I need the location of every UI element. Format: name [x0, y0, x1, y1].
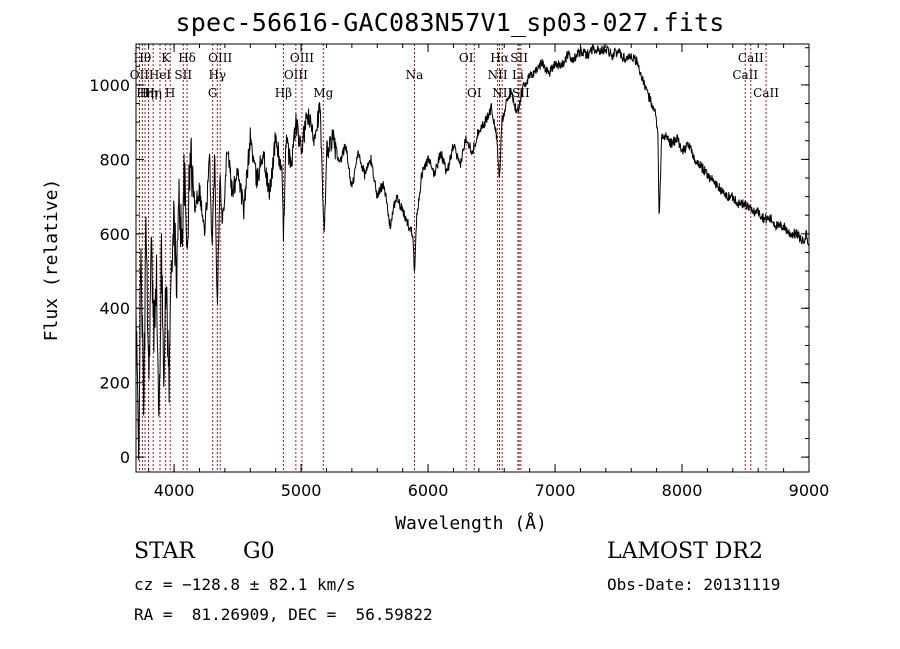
line-marker-label: SII — [174, 68, 192, 82]
y-tick-label: 200 — [99, 374, 130, 393]
line-marker-label: CaII — [732, 68, 758, 82]
line-marker-label: Hη — [144, 86, 162, 100]
line-marker-label: Hη — [136, 86, 154, 100]
line-marker-label: Li — [512, 68, 524, 82]
line-marker-label: OI — [467, 86, 482, 100]
line-marker-label: OIII — [284, 68, 308, 82]
line-marker-label: Na — [406, 68, 424, 82]
object-class: STAR — [134, 539, 195, 564]
line-marker-label: SII — [510, 51, 528, 65]
line-marker-label: Hθ — [133, 51, 151, 65]
line-marker-label: G — [208, 86, 218, 100]
line-marker-label: HeI — [149, 68, 172, 82]
y-tick-label: 800 — [99, 150, 130, 169]
x-tick-label: 8000 — [662, 481, 703, 500]
x-tick-label: 9000 — [789, 481, 830, 500]
spectrum-line — [135, 43, 810, 461]
line-marker-label: Hδ — [178, 51, 196, 65]
line-marker-label: K — [161, 51, 171, 65]
y-tick-label: 400 — [99, 299, 130, 318]
line-markers — [138, 44, 767, 472]
line-marker-label: Hβ — [275, 86, 292, 100]
x-tick-label: 7000 — [535, 481, 576, 500]
chart-title: spec-56616-GAC083N57V1_sp03-027.fits — [175, 8, 725, 37]
y-tick-label: 0 — [120, 448, 130, 467]
plot-frame — [135, 43, 810, 473]
line-marker-label: NII — [488, 68, 508, 82]
x-tick-label: 5000 — [281, 481, 322, 500]
line-marker-label: CaII — [738, 51, 764, 65]
line-marker-label: Hα — [490, 51, 509, 65]
y-tick-label: 1000 — [89, 76, 130, 95]
observation-date: Obs-Date: 20131119 — [607, 575, 781, 594]
x-axis-label: Wavelength (Å) — [395, 512, 547, 534]
line-marker-label: CaII — [753, 86, 779, 100]
line-marker-label: OI — [459, 51, 474, 65]
subclass: G0 — [243, 539, 275, 564]
line-marker-label: Hγ — [208, 68, 226, 82]
y-axis-ticks: 0 200 400 600 800 1000 — [89, 47, 809, 467]
line-marker-label: OIII — [208, 51, 232, 65]
y-tick-label: 600 — [99, 225, 130, 244]
line-marker-label: OII — [130, 68, 150, 82]
line-marker-label: OIII — [290, 51, 314, 65]
line-marker-label: H — [165, 86, 175, 100]
x-axis-ticks: 4000 5000 6000 7000 8000 9000 — [148, 44, 830, 500]
redshift-velocity: cz = −128.8 ± 82.1 km/s — [134, 575, 356, 594]
survey-name: LAMOST DR2 — [607, 539, 763, 564]
line-marker-label: Hη — [140, 86, 158, 100]
x-tick-label: 6000 — [408, 481, 449, 500]
line-marker-label: NII — [492, 86, 512, 100]
y-axis-label: Flux (relative) — [41, 179, 62, 342]
x-tick-label: 4000 — [154, 481, 195, 500]
coordinates: RA = 81.26909, DEC = 56.59822 — [134, 605, 433, 624]
line-marker-label: Mg — [313, 86, 333, 100]
